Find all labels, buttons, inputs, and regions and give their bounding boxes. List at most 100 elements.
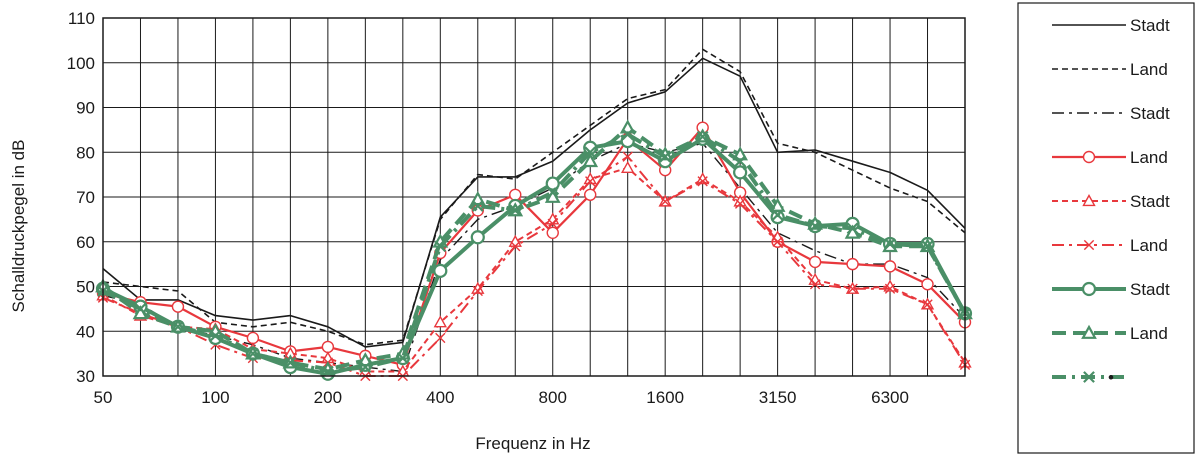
data-point [547, 218, 558, 230]
x-tick-label: 100 [201, 388, 229, 407]
legend-item: Stadt [1052, 280, 1170, 299]
series-line [102, 136, 967, 376]
data-point [1081, 324, 1097, 339]
data-point [585, 176, 596, 187]
data-point [1083, 239, 1095, 251]
legend-item: Land [1052, 236, 1168, 255]
data-point [772, 236, 783, 247]
data-point [846, 222, 859, 235]
data-point [472, 285, 483, 297]
data-point [809, 220, 821, 232]
data-point [884, 238, 896, 250]
series-line [101, 125, 967, 372]
legend-label: Land [1130, 148, 1168, 167]
data-point [433, 263, 448, 278]
data-point [357, 352, 374, 367]
y-tick-label: 100 [67, 54, 95, 73]
series-line [102, 142, 966, 373]
legend-label: Stadt [1130, 280, 1170, 299]
x-tick-label: 200 [314, 388, 342, 407]
data-point [734, 198, 746, 209]
x-tick-label: 50 [94, 388, 113, 407]
data-point [246, 331, 260, 345]
legend-item: • [1052, 368, 1126, 387]
legend-label: • [1108, 368, 1114, 387]
data-point [733, 165, 748, 180]
data-point [209, 329, 222, 342]
x-tick-label: 6300 [871, 388, 909, 407]
data-point [621, 128, 634, 141]
y-axis-label: Schalldruckpegel in dB [9, 140, 28, 313]
legend-label: Land [1130, 60, 1168, 79]
plot-frame [102, 17, 966, 377]
data-point [660, 196, 671, 207]
legend-label: Land [1130, 324, 1168, 343]
data-point [396, 352, 409, 364]
data-point [696, 130, 709, 143]
data-point [434, 240, 447, 253]
series-line [102, 57, 966, 348]
series-line [102, 126, 966, 366]
data-point [470, 230, 485, 245]
legend-label: Stadt [1130, 16, 1170, 35]
data-point [809, 279, 821, 290]
legend-label: Stadt [1130, 104, 1170, 123]
legend-item: Land [1052, 324, 1168, 343]
y-tick-label: 80 [76, 143, 95, 162]
x-axis-label: Frequenz in Hz [475, 434, 590, 453]
series-2 [102, 48, 966, 346]
data-point [619, 119, 636, 134]
series-line [102, 166, 966, 373]
data-point [846, 257, 859, 271]
y-tick-label: 60 [76, 233, 95, 252]
data-point [321, 365, 334, 378]
data-point [1081, 281, 1097, 297]
data-point [284, 356, 297, 369]
data-point [734, 155, 747, 168]
legend-item: Stadt [1052, 192, 1170, 211]
y-tick-label: 30 [76, 367, 95, 386]
x-tick-label: 400 [426, 388, 454, 407]
data-point [921, 240, 934, 253]
series-9 [97, 128, 971, 378]
data-point [435, 332, 446, 344]
legend-label: Land [1130, 236, 1168, 255]
data-point [921, 278, 934, 291]
data-point [546, 186, 559, 199]
data-point [433, 315, 447, 328]
data-point [582, 152, 599, 168]
data-point [771, 209, 784, 221]
series-6 [97, 151, 971, 382]
series-group [95, 48, 973, 382]
data-point [321, 340, 335, 354]
data-point [808, 255, 822, 269]
data-point [1083, 371, 1095, 383]
series-line [102, 132, 967, 374]
data-point [1082, 150, 1096, 164]
data-point [359, 361, 372, 373]
data-point [509, 188, 522, 201]
y-axis-ticks: 30 40 50 60 70 80 90 100 110 [67, 9, 95, 386]
data-point [546, 226, 559, 240]
data-point [172, 320, 184, 333]
data-point [171, 300, 185, 313]
data-point [247, 347, 259, 360]
series-3 [102, 142, 966, 373]
data-point [509, 204, 522, 217]
data-point [770, 210, 785, 225]
legend-label: Stadt [1130, 192, 1170, 211]
x-tick-label: 800 [539, 388, 567, 407]
data-point [510, 241, 521, 252]
data-point [471, 200, 484, 212]
data-point [883, 260, 897, 273]
y-tick-label: 50 [76, 278, 95, 297]
x-tick-label: 3150 [759, 388, 797, 407]
y-tick-label: 110 [68, 9, 95, 28]
data-point [922, 299, 933, 310]
data-point [622, 151, 633, 162]
data-point [697, 176, 708, 187]
data-point [659, 150, 672, 163]
series-1 [102, 57, 966, 348]
data-point [584, 146, 597, 159]
